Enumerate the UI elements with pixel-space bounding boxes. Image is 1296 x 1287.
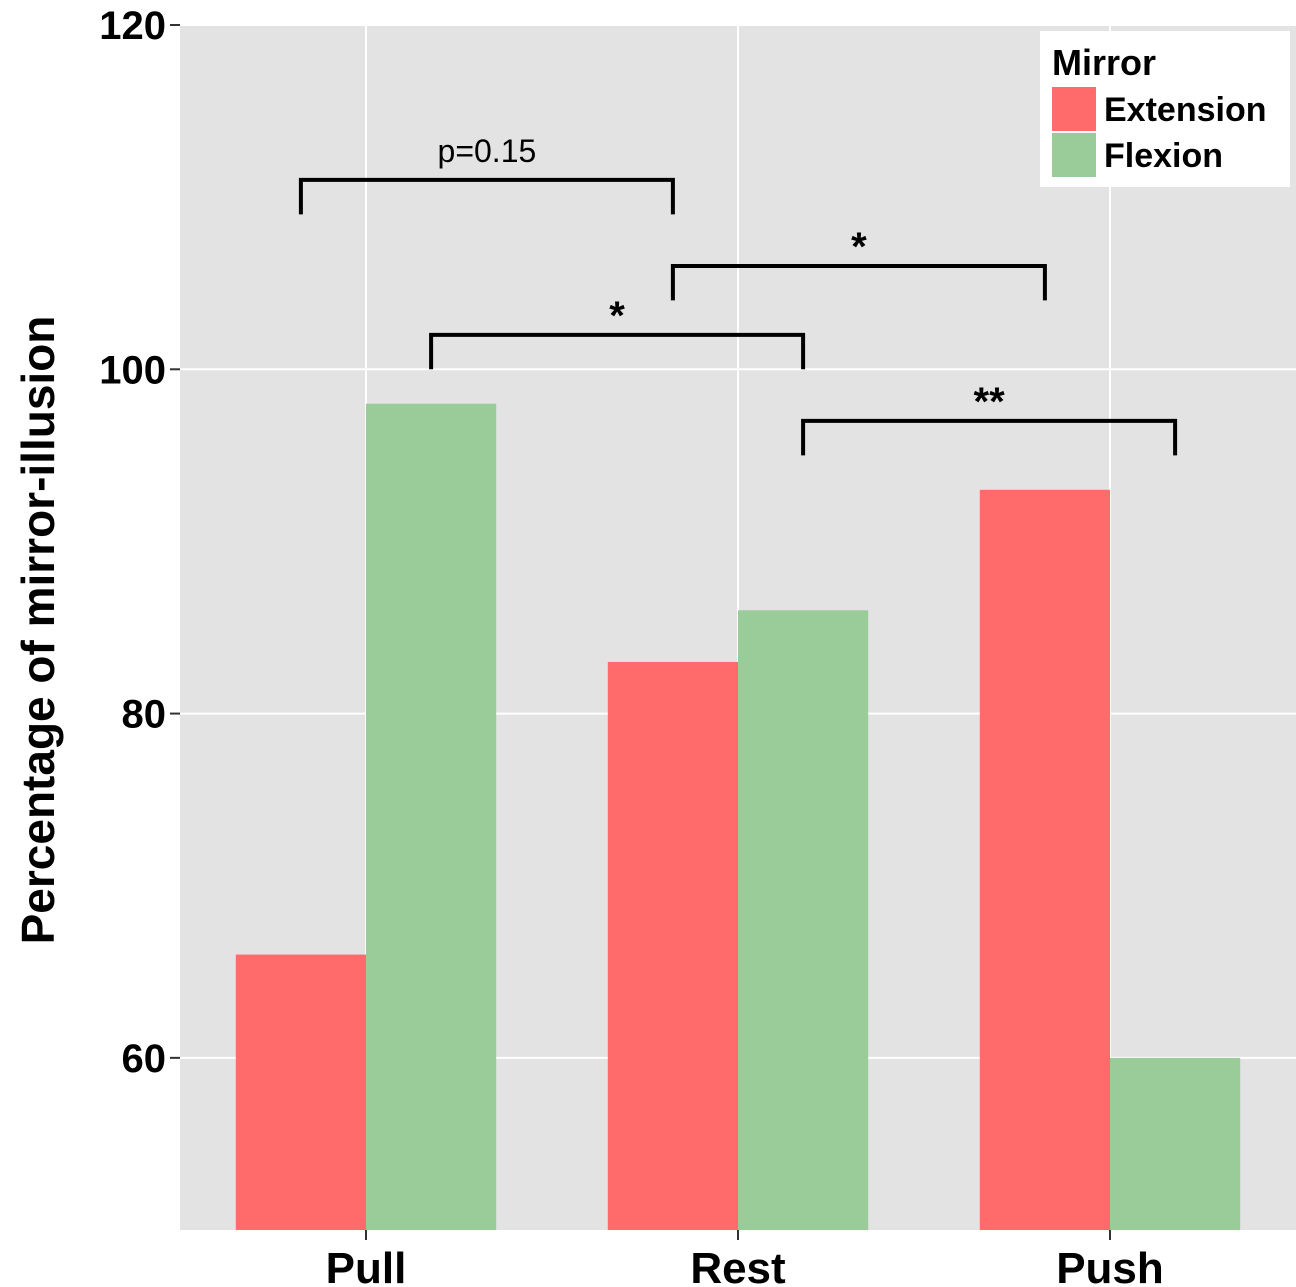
significance-label: * — [851, 225, 867, 269]
significance-label: * — [609, 294, 625, 338]
significance-bracket — [801, 418, 1178, 456]
legend-key-flexion — [1052, 133, 1096, 177]
y-axis-title: Percentage of mirror-illusion — [12, 316, 64, 945]
significance-bracket — [298, 177, 675, 215]
x-tick-label: Pull — [326, 1244, 407, 1287]
legend: Mirror Extension Flexion — [1040, 31, 1290, 187]
legend-title: Mirror — [1052, 42, 1156, 83]
y-axis: 60 80 100 120 — [99, 4, 180, 1081]
bar-rest-extension — [607, 661, 738, 1230]
legend-key-extension — [1052, 87, 1096, 131]
bar-pull-extension — [235, 954, 366, 1230]
significance-annotations: p=0.15**** — [298, 133, 1178, 456]
y-tick-label: 80 — [122, 693, 167, 737]
bar-push-extension — [979, 489, 1110, 1230]
significance-label: p=0.15 — [438, 133, 537, 169]
bar-pull-flexion — [366, 403, 497, 1230]
significance-bracket — [670, 264, 1047, 301]
y-tick-label: 60 — [122, 1037, 167, 1081]
bars — [235, 403, 1241, 1230]
significance-bracket — [429, 332, 806, 370]
x-tick-label: Rest — [690, 1244, 786, 1287]
significance-label: ** — [974, 380, 1006, 424]
legend-label: Flexion — [1104, 137, 1223, 175]
bar-rest-flexion — [738, 610, 869, 1230]
x-tick-label: Push — [1056, 1244, 1164, 1287]
x-axis: Pull Rest Push — [326, 1230, 1164, 1287]
y-tick-label: 120 — [99, 4, 166, 48]
legend-label: Extension — [1104, 91, 1266, 129]
y-tick-label: 100 — [99, 348, 166, 392]
bar-push-flexion — [1110, 1057, 1241, 1230]
